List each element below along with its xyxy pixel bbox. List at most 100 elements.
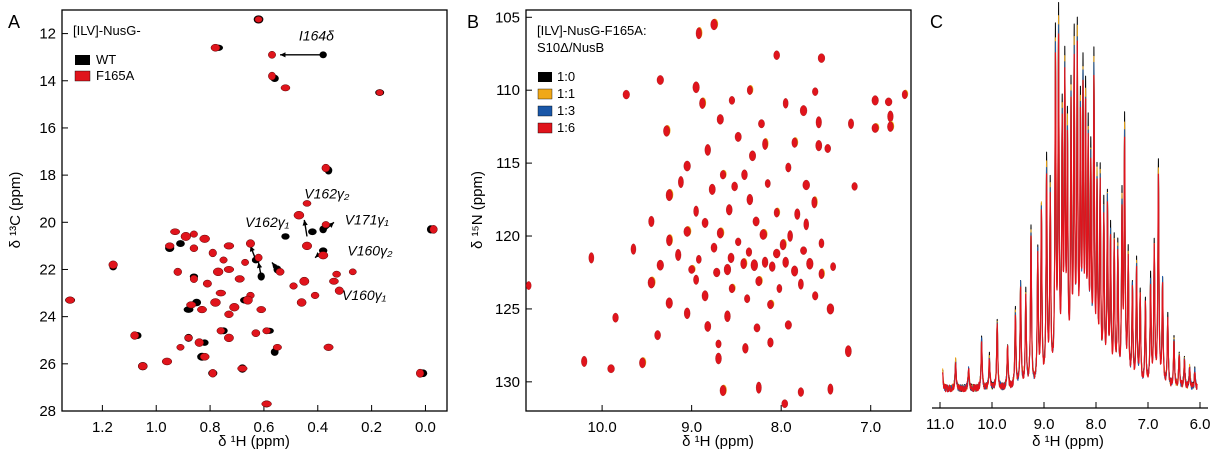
panel-b-peak-1-6: [728, 284, 735, 293]
panel-b-peak-1-6: [755, 381, 762, 394]
legend-swatch-wt: [75, 55, 90, 65]
panel-b-peak-1-6: [683, 226, 691, 237]
panel-b-y-tick-label: 105: [495, 9, 520, 26]
legend-label-1-1: 1:1: [557, 86, 575, 101]
panel-b-x-tick-label: 7.0: [860, 419, 881, 436]
panel-b-peak-1-6: [639, 357, 646, 369]
panel-b-peak-1-6: [581, 356, 588, 367]
panel-b-peak-1-6: [665, 297, 673, 309]
panel-a-letter: A: [8, 12, 20, 32]
panel-b-peak-1-6: [708, 183, 716, 195]
panel-a-peak-f165a: [65, 296, 75, 304]
panel-a-peak-f165a: [293, 211, 305, 220]
panel-a-peak-f165a: [208, 248, 217, 258]
panel-b-peak-1-6: [745, 247, 752, 257]
panel-a-peak-f165a: [184, 334, 193, 342]
panel-a-peak-f165a: [318, 251, 329, 260]
panel-a-y-tick-label: 18: [39, 167, 56, 184]
panel-a-x-tick-label: 0.4: [307, 419, 328, 436]
panel-b-peak-1-6: [741, 169, 748, 181]
panel-c-x-tick-label: 6.0: [1190, 416, 1211, 433]
panel-b-peak-1-6: [785, 162, 792, 173]
panel-a-peak-f165a: [268, 71, 276, 81]
panel-b-peak-1-6: [675, 249, 682, 261]
panel-b-peak-1-6: [726, 204, 733, 216]
panel-b-peak-1-6: [656, 259, 664, 271]
panel-b-peak-1-6: [695, 27, 702, 40]
panel-a-peak-f165a: [224, 310, 234, 318]
panel-b-peak-1-6: [688, 265, 695, 274]
legend-swatch-1-1: [537, 88, 553, 100]
panel-b-peak-1-6: [715, 352, 722, 365]
panel-b-peak-1-6: [818, 268, 825, 279]
panel-b-peak-1-6: [716, 227, 724, 239]
panel-a-peak-f165a: [234, 275, 245, 283]
panel-b-peak-1-6: [648, 215, 655, 227]
legend-swatch-1-0: [538, 72, 552, 82]
panel-b-peak-1-6: [704, 144, 711, 156]
panel-b-peak-1-6: [588, 252, 595, 264]
panel-b-peak-1-6: [710, 242, 718, 253]
panel-b-peak-1-6: [773, 50, 780, 60]
panel-b-peak-1-6: [769, 261, 776, 272]
panel-b-peak-1-6: [693, 205, 699, 217]
shift-arrow-head: [280, 52, 286, 58]
panel-b-peak-1-6: [719, 385, 727, 397]
panel-b-peak-1-6: [815, 116, 822, 129]
panel-c-x-tick-label: 8.0: [1086, 416, 1107, 433]
panel-b-x-tick-label: 8.0: [771, 419, 792, 436]
panel-a-y-tick-label: 22: [39, 261, 56, 278]
panel-a-y-tick-label: 14: [39, 73, 56, 90]
panel-b-peak-1-6: [764, 179, 771, 188]
panel-b-peak-1-6: [767, 337, 774, 348]
shift-arrow-head: [302, 219, 308, 226]
panel-b-peak-1-6: [776, 284, 783, 293]
panel-b-peak-1-6: [885, 97, 893, 107]
panel-b-peak-1-6: [779, 239, 787, 251]
panel-a-peak-wt: [281, 233, 290, 240]
panel-a-peak-f165a: [302, 241, 312, 251]
panel-a-peak-f165a: [165, 242, 175, 250]
panel-b-peak-1-6: [811, 196, 818, 209]
panel-a-peak-f165a: [242, 295, 253, 305]
panel-b-peak-1-6: [830, 262, 836, 271]
panel-a-peak-f165a: [197, 305, 207, 314]
panel-c: C 11.0 10.0 9.0 8.0 7.0 6.0 δ ¹H (ppm): [926, 2, 1211, 450]
panel-a-peak-f165a: [245, 239, 255, 248]
panel-b-peak-1-6: [749, 150, 756, 162]
panel-a-y-axis-label: δ ¹³C (ppm): [7, 172, 24, 249]
panel-a-peak-f165a: [321, 221, 330, 229]
panel-a-peak-f165a: [108, 260, 118, 269]
panel-c-letter: C: [930, 12, 943, 32]
panel-a-peak-f165a: [199, 352, 210, 361]
panel-a-peak-f165a: [186, 301, 197, 309]
panel-a-peak-f165a: [296, 298, 307, 307]
panel-b-y-axis-label: δ ¹⁵N (ppm): [469, 171, 486, 249]
panel-a-peak-f165a: [254, 253, 263, 262]
panel-b-peak-1-6: [647, 277, 655, 289]
panel-a-peak-f165a: [190, 230, 198, 238]
panel-c-spectra: [942, 2, 1198, 393]
panel-a-peak-wt: [257, 272, 265, 281]
panel-b-peak-1-6: [696, 255, 702, 264]
panel-b-peak-1-6: [848, 118, 854, 129]
panel-b-peak-1-6: [773, 207, 780, 218]
panel-a-peak-f165a: [210, 43, 221, 52]
panel-b-peak-1-6: [656, 75, 664, 85]
panel-b-legend-subtitle: S10Δ/NusB: [537, 40, 604, 55]
peak-assignment-label: V160γ₂: [347, 242, 393, 258]
panel-b-peak-1-6: [826, 303, 835, 315]
panel-a-arrows: [249, 52, 335, 277]
panel-b-peak-1-6: [887, 110, 894, 123]
panel-b-y-tick-label: 115: [496, 155, 520, 172]
panel-b-peak-1-6: [719, 170, 726, 180]
panel-b-peak-1-6: [723, 263, 731, 276]
panel-a-x-tick-label: 0.0: [415, 419, 436, 436]
panel-b-peak-1-6: [851, 182, 858, 191]
panel-b-peak-1-6: [791, 265, 799, 277]
panel-a-peak-f165a: [208, 369, 217, 378]
peak-assignment-label: V160γ₁: [342, 287, 387, 303]
peak-assignment-label: I164δ: [299, 28, 334, 44]
panel-b-peak-1-6: [663, 125, 670, 137]
